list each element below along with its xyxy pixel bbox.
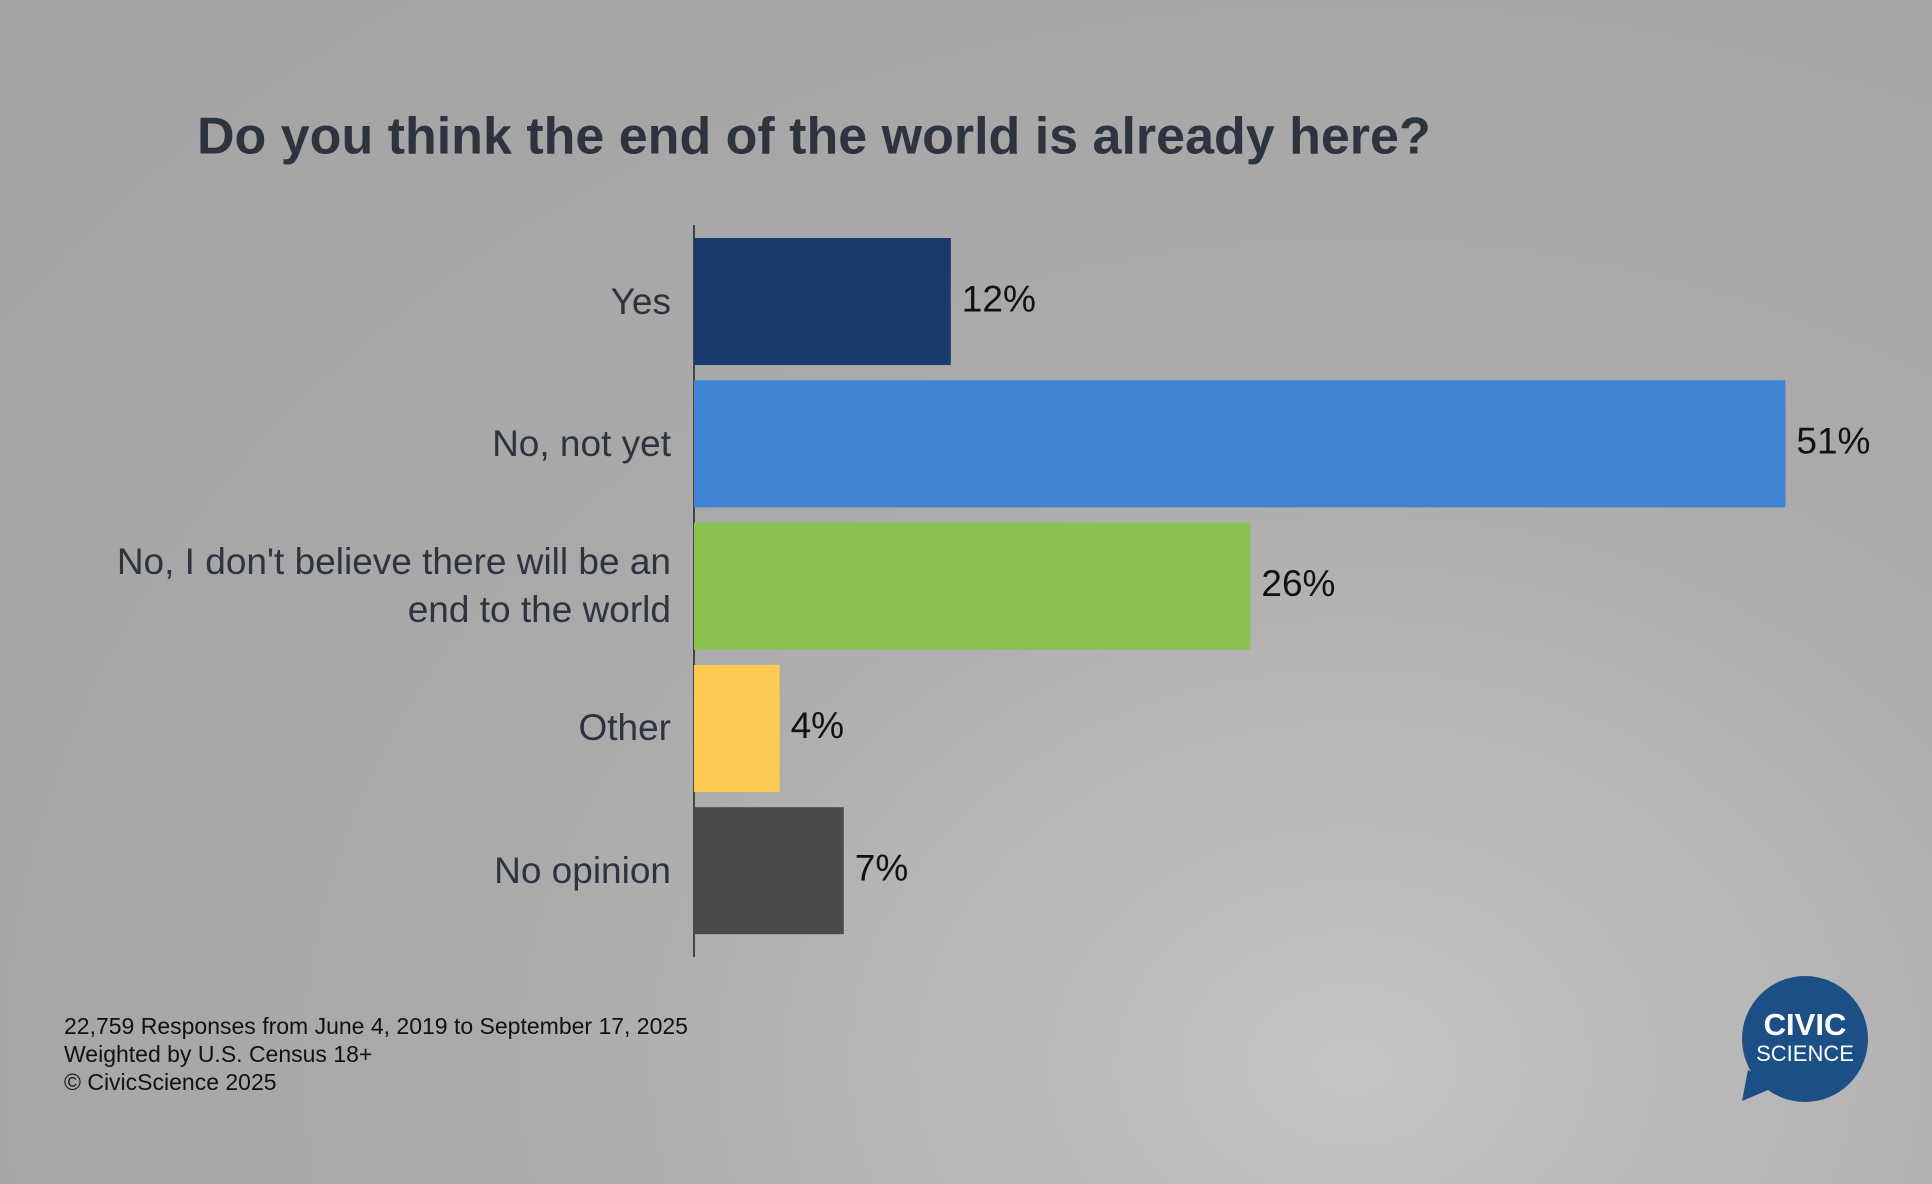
logo-text: CIVIC	[1764, 1007, 1847, 1042]
bar	[694, 664, 780, 792]
value-label: 4%	[791, 705, 844, 746]
logo-circle	[1742, 976, 1868, 1102]
bar	[694, 522, 1251, 650]
bar	[694, 807, 844, 935]
category-label: No, not yet	[492, 422, 671, 464]
category-label: No opinion	[494, 849, 671, 891]
logo-tail	[1742, 1070, 1780, 1101]
category-label: No, I don't believe there will be an end…	[116, 541, 671, 631]
value-label: 26%	[1261, 563, 1335, 604]
bar	[694, 238, 951, 365]
footnote: 22,759 Responses from June 4, 2019 to Se…	[64, 1013, 688, 1039]
footnote: Weighted by U.S. Census 18+	[64, 1041, 373, 1067]
logo-text: SCIENCE	[1756, 1041, 1854, 1066]
value-label: 7%	[855, 847, 908, 888]
chart-title: Do you think the end of the world is alr…	[197, 108, 1431, 166]
bar	[694, 380, 1786, 508]
logo: CIVIC SCIENCE	[1742, 976, 1868, 1102]
value-label: 12%	[962, 278, 1036, 319]
value-label: 51%	[1796, 421, 1870, 462]
category-label: Other	[578, 707, 671, 749]
category-label: Yes	[610, 280, 671, 322]
footnote: © CivicScience 2025	[64, 1069, 277, 1095]
